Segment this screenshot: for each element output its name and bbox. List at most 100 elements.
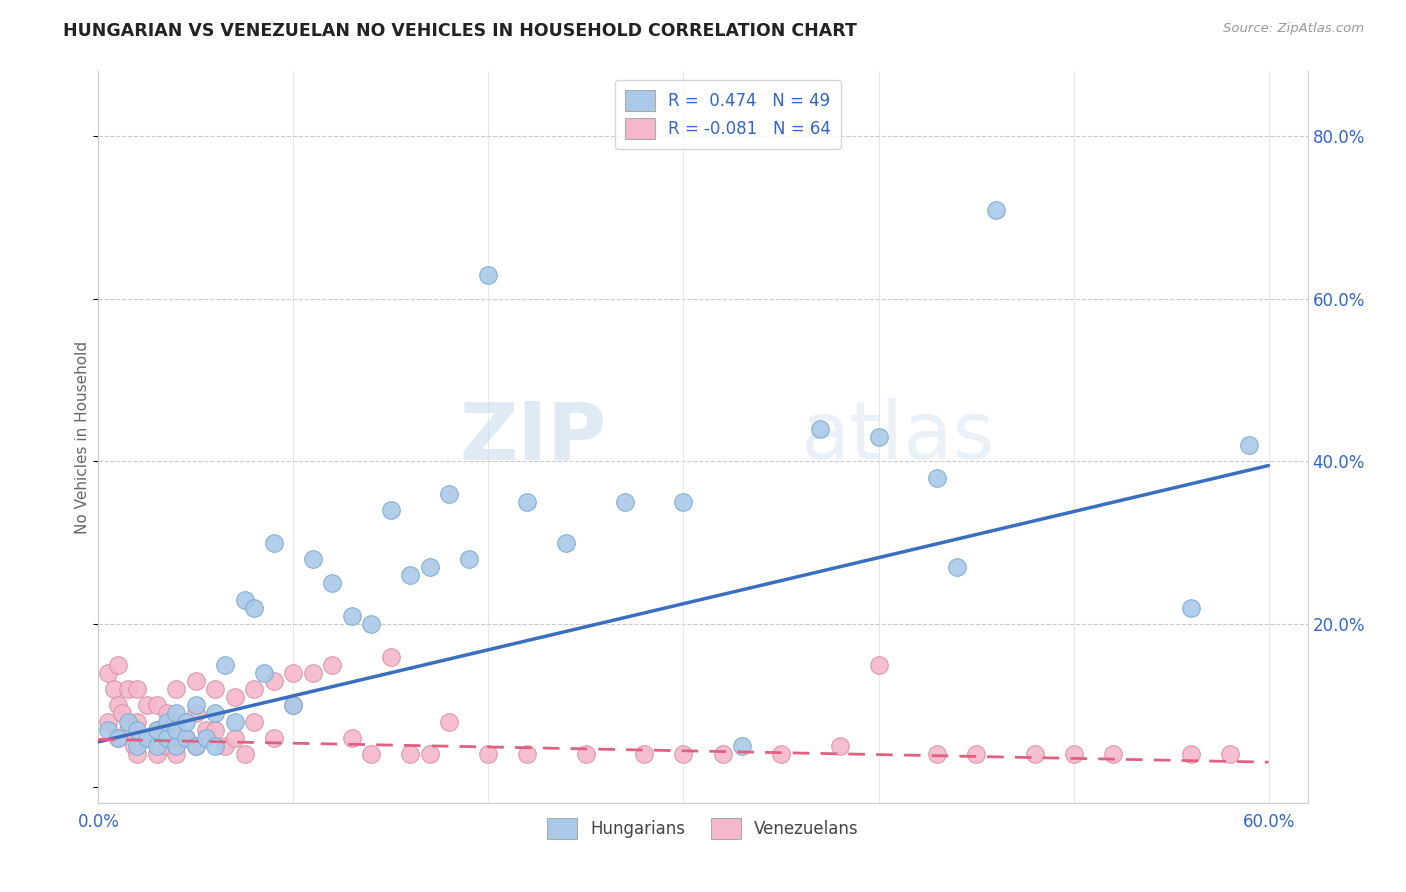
Point [224,690,246,705]
Point [103,681,125,696]
Text: atlas: atlas [800,398,994,476]
Point [224,714,246,729]
Point [97,714,120,729]
Point [439,714,461,729]
Point [283,698,305,713]
Point [204,739,226,753]
Point [146,723,169,737]
Point [243,681,266,696]
Point [127,681,149,696]
Point [174,731,197,745]
Point [136,731,159,745]
Point [808,422,831,436]
Point [321,657,343,672]
Point [127,739,149,753]
Point [828,739,851,753]
Text: ZIP: ZIP [458,398,606,476]
Point [399,747,422,761]
Point [340,731,363,745]
Point [868,657,890,672]
Point [243,714,266,729]
Point [184,673,207,688]
Point [263,731,285,745]
Point [516,495,538,509]
Point [146,747,169,761]
Point [360,617,382,632]
Point [925,471,948,485]
Point [1024,747,1046,761]
Point [399,568,422,582]
Point [136,698,159,713]
Point [204,681,226,696]
Point [146,739,169,753]
Point [107,698,129,713]
Point [1237,438,1260,452]
Point [633,747,655,761]
Point [340,608,363,623]
Point [117,714,139,729]
Point [165,714,187,729]
Point [711,747,734,761]
Point [984,202,1007,217]
Point [194,731,217,745]
Point [111,706,134,721]
Point [233,592,256,607]
Point [117,681,139,696]
Point [419,747,441,761]
Point [283,665,305,680]
Point [477,747,499,761]
Point [127,747,149,761]
Point [302,665,325,680]
Point [243,600,266,615]
Point [165,681,187,696]
Point [194,723,217,737]
Point [136,731,159,745]
Point [214,739,236,753]
Point [360,747,382,761]
Point [253,665,276,680]
Point [97,665,120,680]
Point [184,739,207,753]
Point [146,723,169,737]
Point [321,576,343,591]
Point [516,747,538,761]
Point [107,731,129,745]
Point [165,747,187,761]
Point [575,747,598,761]
Point [165,723,187,737]
Point [233,747,256,761]
Point [1219,747,1241,761]
Point [302,552,325,566]
Point [156,739,179,753]
Point [263,535,285,549]
Point [419,560,441,574]
Point [156,714,179,729]
Text: HUNGARIAN VS VENEZUELAN NO VEHICLES IN HOUSEHOLD CORRELATION CHART: HUNGARIAN VS VENEZUELAN NO VEHICLES IN H… [63,22,858,40]
Point [204,706,226,721]
Point [1180,600,1202,615]
Point [204,723,226,737]
Point [127,723,149,737]
Point [1063,747,1085,761]
Text: Source: ZipAtlas.com: Source: ZipAtlas.com [1223,22,1364,36]
Point [107,731,129,745]
Point [156,731,179,745]
Point [184,706,207,721]
Point [117,723,139,737]
Point [224,731,246,745]
Point [214,657,236,672]
Point [945,560,967,574]
Point [380,649,402,664]
Point [672,495,695,509]
Point [965,747,987,761]
Point [1180,747,1202,761]
Point [97,723,120,737]
Point [672,747,695,761]
Point [107,657,129,672]
Point [614,495,637,509]
Point [868,430,890,444]
Point [184,698,207,713]
Point [165,739,187,753]
Point [174,714,197,729]
Point [1101,747,1123,761]
